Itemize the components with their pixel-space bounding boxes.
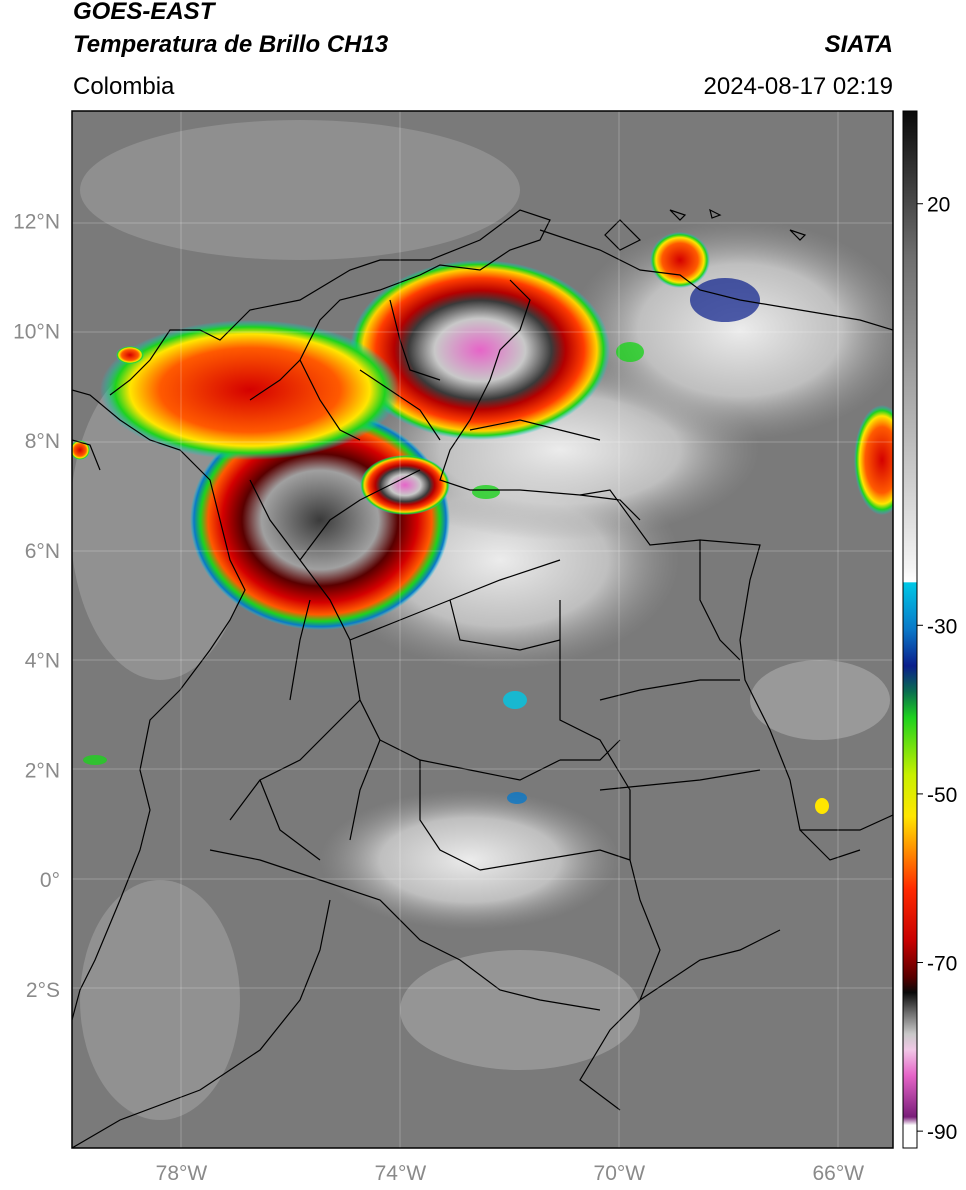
- colorbar: [902, 110, 918, 1149]
- lat-tick-label: 8°N: [25, 430, 60, 453]
- latitude-tick-labels: 12°N 10°N 8°N 6°N 4°N 2°N 0° 2°S: [13, 211, 60, 1002]
- coastlines-and-borders: [72, 208, 893, 1148]
- colorbar-tick-label: -30: [927, 615, 957, 638]
- agency-label: SIATA: [824, 31, 893, 58]
- colorbar-tick-label: -90: [927, 1121, 957, 1144]
- lat-tick-label: 4°N: [25, 650, 60, 673]
- colorbar-tick-label: -50: [927, 784, 957, 807]
- satellite-title: GOES-EAST: [73, 0, 215, 25]
- lat-tick-label: 10°N: [13, 320, 60, 343]
- lon-tick-label: 70°W: [594, 1162, 646, 1185]
- lat-tick-label: 0°: [40, 869, 60, 892]
- lat-tick-label: 6°N: [25, 540, 60, 563]
- datetime-label: 2024-08-17 02:19: [703, 73, 894, 100]
- brightness-temperature-image: [72, 111, 893, 1148]
- colorbar-tick-label: 20: [927, 194, 950, 217]
- region-label: Colombia: [73, 73, 175, 100]
- lon-tick-label: 66°W: [812, 1162, 864, 1185]
- lat-tick-label: 2°N: [25, 759, 60, 782]
- map-frame: [71, 110, 894, 1149]
- colorbar-tick-labels: 20 -30 -50 -70 -90: [917, 194, 957, 1144]
- colorbar-tick-label: -70: [927, 953, 957, 976]
- lon-tick-label: 74°W: [375, 1162, 427, 1185]
- lat-tick-label: 12°N: [13, 211, 60, 234]
- longitude-tick-labels: 78°W 74°W 70°W 66°W: [156, 1162, 865, 1185]
- graticule: [72, 111, 893, 1148]
- lat-tick-label: 2°S: [26, 979, 60, 1002]
- product-title: Temperatura de Brillo CH13: [73, 31, 389, 58]
- lon-tick-label: 78°W: [156, 1162, 208, 1185]
